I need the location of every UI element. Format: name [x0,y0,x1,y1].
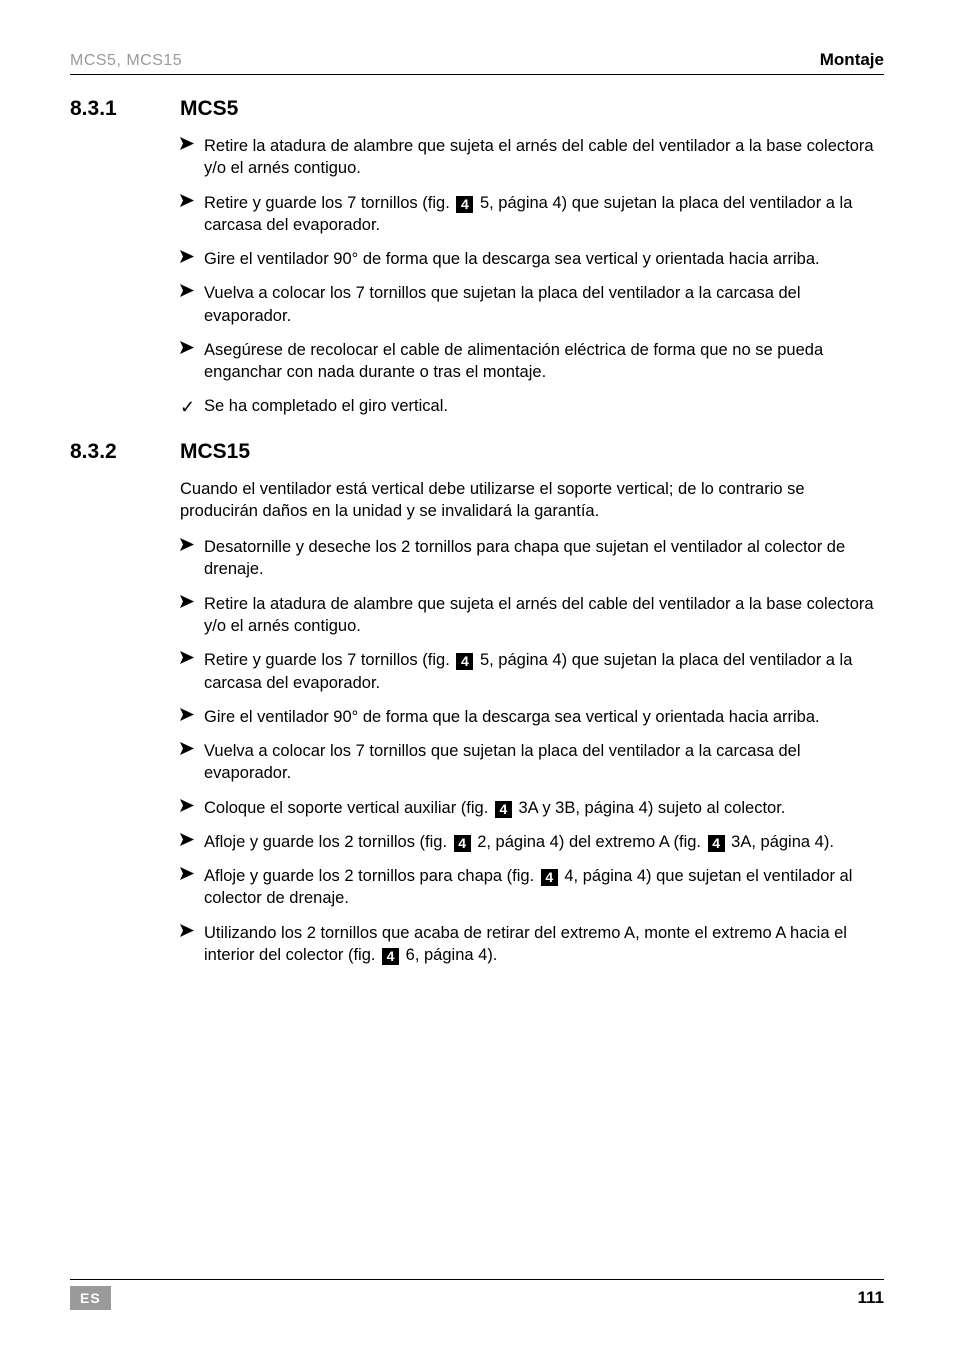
list-item-text: Desatornille y deseche los 2 tornillos p… [204,536,874,581]
section-title: MCS5 [180,97,238,121]
figure-number-box: 4 [456,196,473,213]
check-item: ✓Se ha completado el giro vertical. [180,395,874,419]
page-footer: ES 111 [70,1279,884,1310]
arrow-icon [180,649,204,664]
list-item-text: Utilizando los 2 tornillos que acaba de … [204,922,874,967]
section-heading-1: 8.3.1 MCS5 [70,97,884,121]
page-header: MCS5, MCS15 Montaje [70,50,884,75]
figure-number-box: 4 [541,869,558,886]
bullet-item: Retire y guarde los 7 tornillos (fig. 4 … [180,649,874,694]
bullet-item: Vuelva a colocar los 7 tornillos que suj… [180,282,874,327]
bullet-item: Utilizando los 2 tornillos que acaba de … [180,922,874,967]
bullet-item: Desatornille y deseche los 2 tornillos p… [180,536,874,581]
arrow-icon [180,135,204,150]
section-title: MCS15 [180,440,250,464]
bullet-item: Retire la atadura de alambre que sujeta … [180,593,874,638]
footer-language-badge: ES [70,1286,111,1310]
list-item-text: Retire y guarde los 7 tornillos (fig. 4 … [204,649,874,694]
list-item-text: Gire el ventilador 90° de forma que la d… [204,248,874,270]
list-item-text: Asegúrese de recolocar el cable de alime… [204,339,874,384]
section-1-content: Retire la atadura de alambre que sujeta … [180,135,874,420]
bullet-item: Afloje y guarde los 2 tornillos para cha… [180,865,874,910]
figure-number-box: 4 [456,653,473,670]
figure-number-box: 4 [382,948,399,965]
arrow-icon [180,922,204,937]
list-item-text: Gire el ventilador 90° de forma que la d… [204,706,874,728]
bullet-item: Gire el ventilador 90° de forma que la d… [180,706,874,728]
bullet-item: Retire y guarde los 7 tornillos (fig. 4 … [180,192,874,237]
bullet-item: Vuelva a colocar los 7 tornillos que suj… [180,740,874,785]
arrow-icon [180,339,204,354]
list-item-text: Se ha completado el giro vertical. [204,395,874,417]
arrow-icon [180,831,204,846]
arrow-icon [180,248,204,263]
bullet-item: Coloque el soporte vertical auxiliar (fi… [180,797,874,819]
header-left: MCS5, MCS15 [70,52,182,70]
list-item-text: Vuelva a colocar los 7 tornillos que suj… [204,740,874,785]
arrow-icon [180,865,204,880]
section-number: 8.3.2 [70,440,180,464]
arrow-icon [180,593,204,608]
list-item-text: Retire y guarde los 7 tornillos (fig. 4 … [204,192,874,237]
bullet-item: Afloje y guarde los 2 tornillos (fig. 4 … [180,831,874,853]
figure-number-box: 4 [454,835,471,852]
section-number: 8.3.1 [70,97,180,121]
list-item-text: Retire la atadura de alambre que sujeta … [204,593,874,638]
list-item-text: Vuelva a colocar los 7 tornillos que suj… [204,282,874,327]
list-item-text: Afloje y guarde los 2 tornillos (fig. 4 … [204,831,874,853]
bullet-item: Asegúrese de recolocar el cable de alime… [180,339,874,384]
section-2-content: Cuando el ventilador está vertical debe … [180,478,874,967]
arrow-icon [180,282,204,297]
arrow-icon [180,706,204,721]
arrow-icon [180,797,204,812]
footer-page-number: 111 [858,1288,885,1308]
list-item-text: Coloque el soporte vertical auxiliar (fi… [204,797,874,819]
section-heading-2: 8.3.2 MCS15 [70,440,884,464]
intro-paragraph: Cuando el ventilador está vertical debe … [180,478,874,523]
arrow-icon [180,740,204,755]
list-item-text: Afloje y guarde los 2 tornillos para cha… [204,865,874,910]
check-icon: ✓ [180,395,204,419]
list-item-text: Retire la atadura de alambre que sujeta … [204,135,874,180]
figure-number-box: 4 [708,835,725,852]
figure-number-box: 4 [495,801,512,818]
bullet-item: Gire el ventilador 90° de forma que la d… [180,248,874,270]
bullet-item: Retire la atadura de alambre que sujeta … [180,135,874,180]
arrow-icon [180,536,204,551]
arrow-icon [180,192,204,207]
header-right: Montaje [820,50,884,70]
